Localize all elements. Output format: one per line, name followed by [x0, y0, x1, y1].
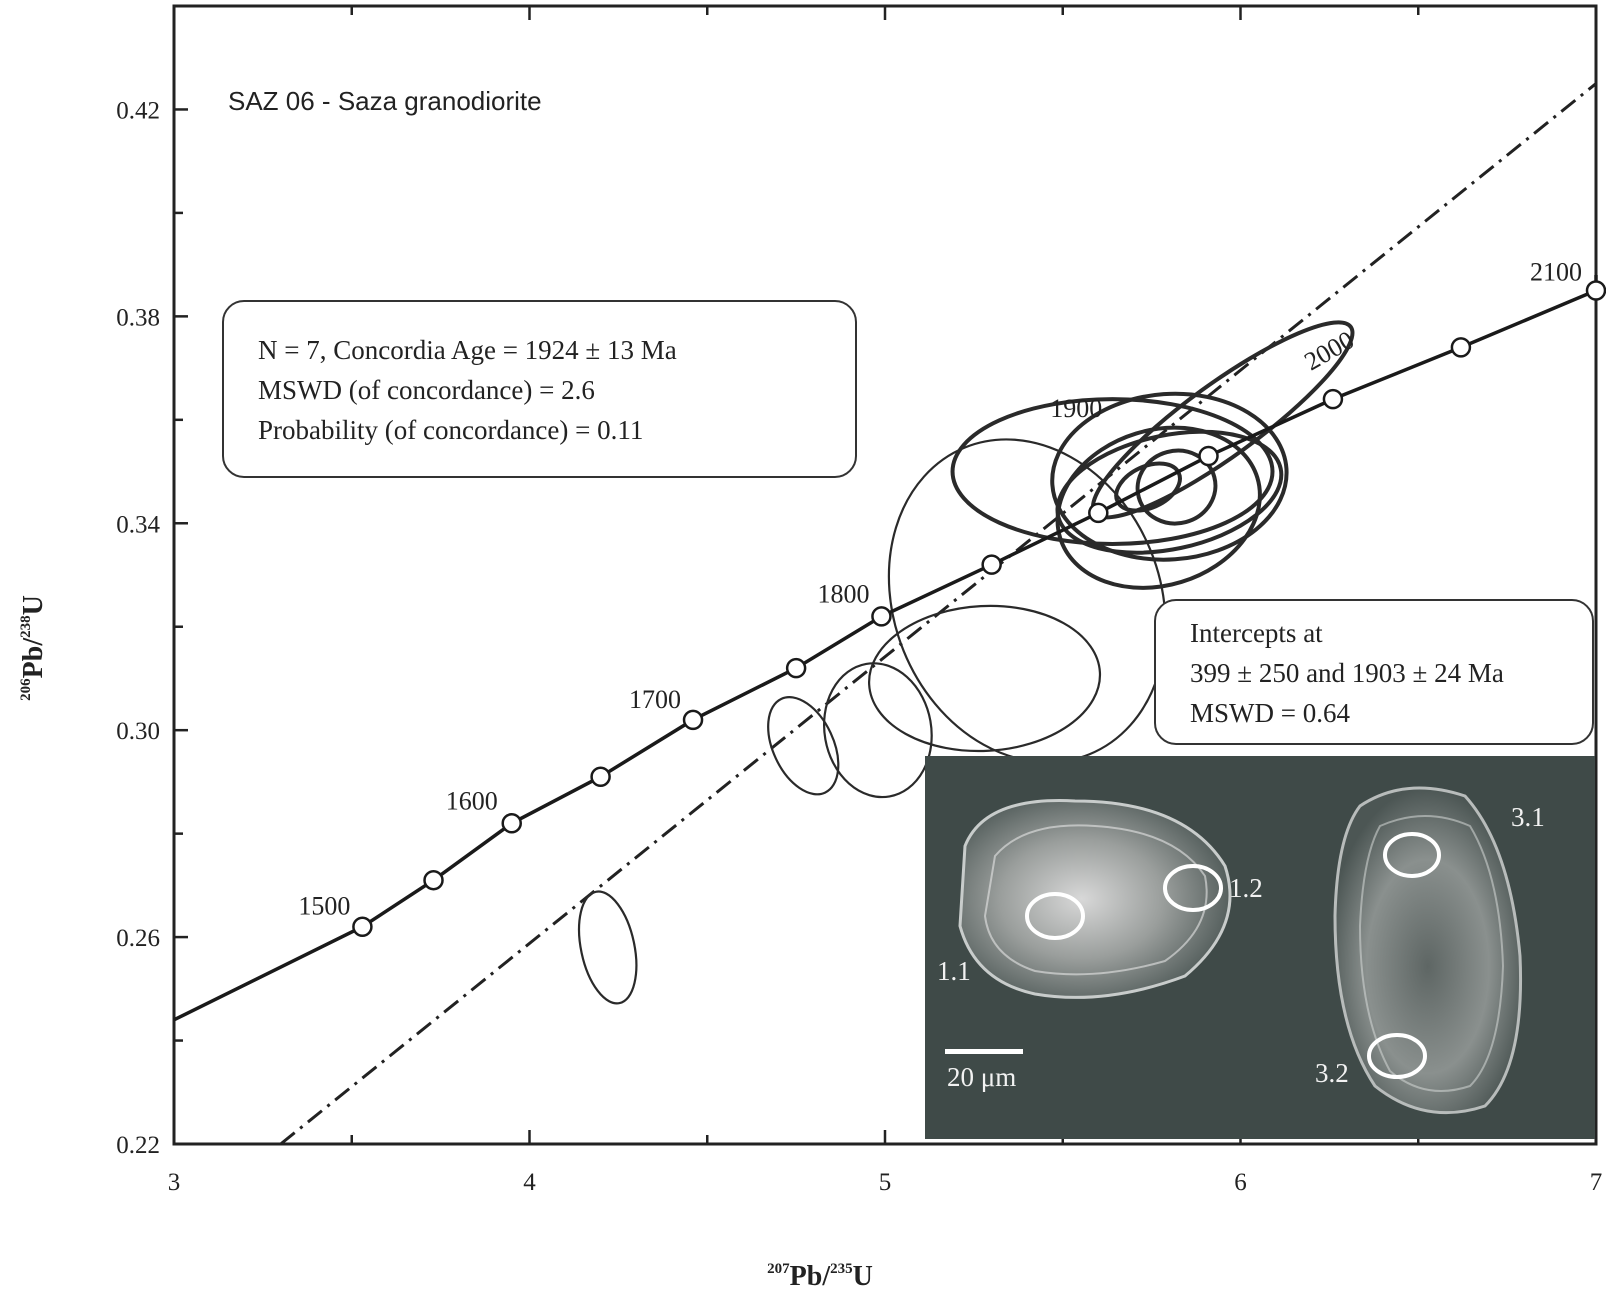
concordia-age-marker [1088, 502, 1109, 524]
x-tick-label: 3 [168, 1169, 181, 1196]
concordia-age-marker [871, 606, 892, 627]
scale-bar-label: 20 μm [947, 1062, 1017, 1092]
x-tick-label: 7 [1590, 1169, 1603, 1196]
concordia-age-marker [981, 554, 1002, 575]
spot-1-1-marker [1025, 892, 1085, 940]
chart-title: SAZ 06 - Saza granodiorite [228, 86, 542, 116]
y-tick-label: 0.34 [116, 511, 160, 538]
concordia-age-marker [352, 916, 373, 937]
error-ellipse-bold [1050, 391, 1289, 562]
mswd-concordance-line: MSWD (of concordance) = 2.6 [258, 375, 595, 405]
error-ellipse-bold [1055, 425, 1262, 590]
spot-1-2-marker [1163, 864, 1223, 912]
concordia-curve: 1500 1600 1700 1800 1900 2000 2100 [173, 258, 1606, 1022]
concordia-age-label: 1900 [1050, 394, 1102, 423]
concordia-age-marker [682, 709, 704, 731]
error-ellipse [867, 604, 1102, 753]
concordia-age-marker [1322, 388, 1344, 410]
x-axis-title: 207Pb/235U [767, 1261, 873, 1292]
concordia-age-label: 1600 [446, 786, 498, 815]
spot-label-1-2: 1.2 [1229, 873, 1263, 903]
spot-3-2-marker [1367, 1033, 1427, 1079]
spot-label-3-1: 3.1 [1511, 802, 1545, 832]
spot-label-1-1: 1.1 [937, 956, 971, 986]
error-ellipse-bold [950, 397, 1275, 546]
error-ellipse [822, 662, 933, 799]
concordia-age-label: 1500 [298, 892, 350, 921]
y-axis-title: 206Pb/238U [18, 595, 49, 701]
zircon-grain-1 [958, 799, 1232, 999]
y-tick-label: 0.26 [116, 925, 160, 952]
error-ellipse [577, 890, 638, 1005]
concordia-age-label: 1800 [817, 579, 869, 608]
zircon-cl-image: 1.1 1.2 3.1 3.2 20 μm [925, 756, 1595, 1139]
spot-3-1-marker [1383, 832, 1441, 878]
y-tick-label: 0.22 [116, 1132, 160, 1159]
concordia-age-marker [1198, 445, 1219, 467]
concordia-age-marker [423, 869, 444, 891]
error-ellipses [577, 320, 1355, 1005]
spot-label-3-2: 3.2 [1315, 1058, 1349, 1088]
concordia-age-marker [785, 657, 807, 679]
axes: 3 4 5 6 7 0.22 0.26 0.30 0.34 0.38 0.42 [116, 4, 1603, 1196]
x-tick-label: 5 [879, 1169, 892, 1196]
x-tick-label: 6 [1234, 1169, 1247, 1196]
intercepts-title: Intercepts at [1190, 618, 1323, 648]
intercepts-box: Intercepts at 399 ± 250 and 1903 ± 24 Ma… [1154, 599, 1594, 745]
concordia-age-label: 2100 [1530, 258, 1582, 287]
zircon-grain-3-zoning [1358, 815, 1505, 1092]
error-ellipse-bold [1135, 448, 1218, 526]
intercepts-mswd: MSWD = 0.64 [1190, 698, 1350, 728]
y-tick-label: 0.38 [116, 304, 160, 331]
error-ellipse [767, 696, 840, 796]
zircon-grain-1-zoning [983, 824, 1208, 976]
concordia-age-label: 1700 [629, 685, 681, 714]
zircon-grains-image [945, 786, 1523, 1115]
intercepts-ages: 399 ± 250 and 1903 ± 24 Ma [1190, 658, 1504, 688]
concordia-age-marker [590, 766, 611, 787]
concordia-age-marker [1585, 280, 1606, 301]
concordia-age-box: N = 7, Concordia Age = 1924 ± 13 Ma MSWD… [222, 300, 857, 478]
scale-bar [945, 1049, 1023, 1054]
probability-line: Probability (of concordance) = 0.11 [258, 415, 644, 445]
concordia-age-line: N = 7, Concordia Age = 1924 ± 13 Ma [258, 335, 677, 365]
concordia-age-marker [1450, 337, 1472, 358]
y-tick-label: 0.42 [116, 97, 160, 124]
concordia-age-marker [501, 813, 522, 834]
y-tick-label: 0.30 [116, 718, 160, 745]
zircon-grain-3 [1333, 786, 1523, 1115]
concordia-age-label: 2000 [1299, 325, 1359, 376]
error-ellipse [887, 438, 1167, 764]
x-tick-label: 4 [523, 1169, 536, 1196]
